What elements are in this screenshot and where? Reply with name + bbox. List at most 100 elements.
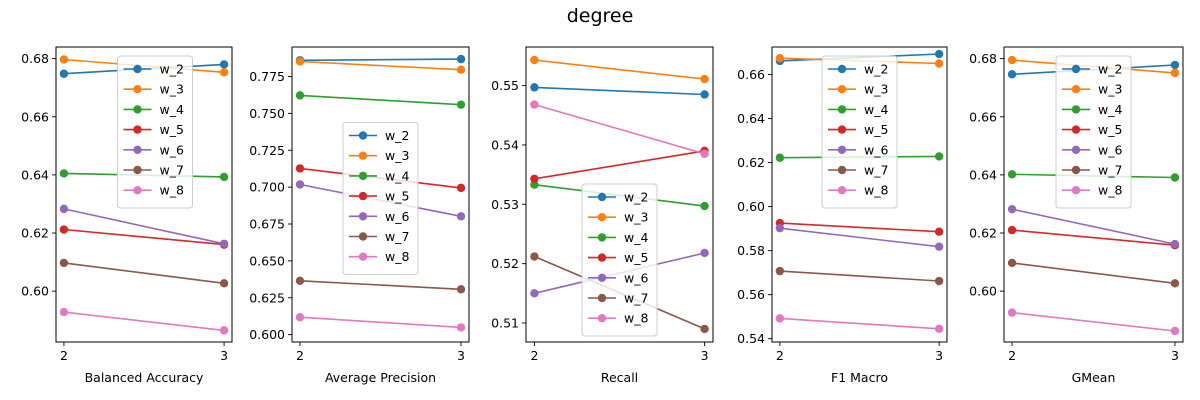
legend-label: w_8	[160, 183, 184, 198]
legend-label: w_8	[864, 183, 888, 198]
legend-swatch-marker	[358, 151, 368, 160]
legend-swatch-marker	[597, 233, 607, 242]
y-tick-label: 0.66	[21, 109, 49, 124]
legend-label: w_7	[385, 229, 409, 244]
data-point-w_3	[219, 68, 229, 77]
series-line-w_8	[63, 311, 225, 332]
data-point-w_7	[934, 276, 944, 286]
series-line-w_8	[299, 316, 462, 329]
x-tick-label: 2	[530, 348, 538, 363]
y-tick-label: 0.68	[969, 51, 997, 66]
x-axis-label: Balanced Accuracy	[85, 370, 204, 385]
legend-swatch-marker	[837, 145, 847, 154]
legend-label: w_3	[160, 82, 184, 97]
data-point-w_4	[219, 172, 229, 182]
series-line-w_6	[779, 227, 940, 248]
legend-label: w_6	[385, 209, 409, 224]
data-point-w_5	[456, 183, 466, 193]
data-point-w_7	[775, 266, 785, 276]
y-tick-label: 0.54	[491, 137, 519, 152]
data-point-w_7	[530, 252, 539, 261]
legend: w_2 w_3 w_4 w_5 w_6 w_7 w_8	[342, 122, 419, 275]
legend-label: w_8	[624, 311, 648, 326]
y-tick-label: 0.64	[737, 111, 765, 126]
series-line-w_8	[534, 103, 705, 155]
x-tick-label: 3	[935, 348, 943, 363]
y-tick-label: 0.62	[737, 155, 765, 170]
legend-label: w_7	[624, 291, 648, 306]
data-point-w_5	[934, 227, 944, 236]
figure-title: degree	[566, 5, 634, 27]
legend-swatch-marker	[1071, 186, 1081, 195]
series-line-w_7	[299, 280, 462, 291]
series-line-w_6	[63, 208, 225, 245]
data-point-w_2	[1007, 70, 1017, 79]
legend-swatch-marker	[1071, 145, 1081, 154]
x-tick-label: 2	[1008, 348, 1016, 363]
x-axis-label: GMean	[1072, 370, 1116, 385]
series-line-w_5	[779, 222, 940, 233]
legend-swatch-marker	[133, 165, 142, 175]
legend-swatch-marker	[1071, 105, 1081, 114]
data-point-w_3	[775, 54, 785, 63]
data-point-w_3	[456, 65, 466, 74]
data-point-w_3	[530, 55, 539, 65]
data-point-w_6	[1170, 239, 1180, 249]
data-point-w_6	[456, 212, 466, 221]
data-point-w_2	[1170, 60, 1180, 70]
legend-swatch-marker	[358, 131, 368, 140]
data-point-w_7	[456, 285, 466, 294]
data-point-w_2	[700, 90, 709, 99]
legend-swatch-marker	[837, 125, 847, 134]
y-tick-label: 0.66	[969, 109, 997, 124]
axes-frame	[55, 46, 233, 343]
data-point-w_4	[59, 169, 69, 178]
series-line-w_7	[63, 262, 225, 285]
series-line-w_5	[1012, 229, 1175, 246]
data-point-w_8	[59, 307, 69, 317]
data-point-w_4	[934, 152, 944, 161]
legend-swatch-marker	[1071, 85, 1081, 94]
data-point-w_6	[219, 239, 229, 248]
legend-label: w_5	[864, 122, 888, 137]
data-point-w_4	[775, 153, 785, 162]
x-axis-label: Recall	[601, 370, 638, 385]
data-point-w_3	[59, 55, 69, 64]
x-tick-label: 3	[1171, 348, 1179, 363]
legend-label: w_5	[385, 189, 409, 204]
series-line-w_3	[299, 60, 462, 71]
y-tick-label: 0.68	[21, 51, 49, 66]
legend-label: w_8	[385, 249, 409, 264]
y-tick-label: 0.54	[737, 331, 765, 346]
data-point-w_5	[295, 164, 305, 173]
data-point-w_3	[1170, 68, 1180, 78]
legend-swatch-marker	[1071, 125, 1081, 134]
series-line-w_4	[299, 94, 462, 106]
legend-swatch-marker	[597, 293, 607, 303]
legend-label: w_8	[1098, 183, 1122, 198]
data-point-w_8	[295, 313, 305, 322]
legend-swatch-marker	[358, 212, 368, 221]
y-tick-label: 0.62	[969, 226, 997, 241]
data-point-w_6	[1007, 204, 1017, 214]
y-tick-label: 0.66	[737, 67, 765, 82]
data-point-w_8	[219, 326, 229, 335]
y-tick-label: 0.650	[249, 253, 285, 268]
series-line-w_5	[534, 150, 705, 180]
subplot-5: 0.60 0.62 0.64 0.66 0.68 2 3 GMean w_2 w_3 w_4 w_5w…	[969, 46, 1184, 385]
legend-label: w_3	[624, 210, 648, 225]
legend-swatch-marker	[597, 314, 607, 323]
subplot-2: 0.600 0.625 0.650 0.675 0.700 0.725 0.750 0.775…	[249, 46, 470, 385]
legend-swatch-marker	[1071, 64, 1081, 74]
y-tick-label: 0.60	[969, 284, 997, 299]
y-tick-label: 0.53	[491, 197, 519, 212]
data-point-w_8	[530, 100, 539, 109]
series-line-w_8	[779, 317, 940, 330]
legend-swatch-marker	[358, 252, 368, 261]
legend-swatch-marker	[1071, 165, 1081, 175]
data-point-w_7	[1170, 279, 1180, 288]
legend-label: w_7	[1098, 163, 1122, 178]
y-tick-label: 0.775	[249, 69, 285, 84]
x-tick-label: 3	[220, 348, 228, 363]
